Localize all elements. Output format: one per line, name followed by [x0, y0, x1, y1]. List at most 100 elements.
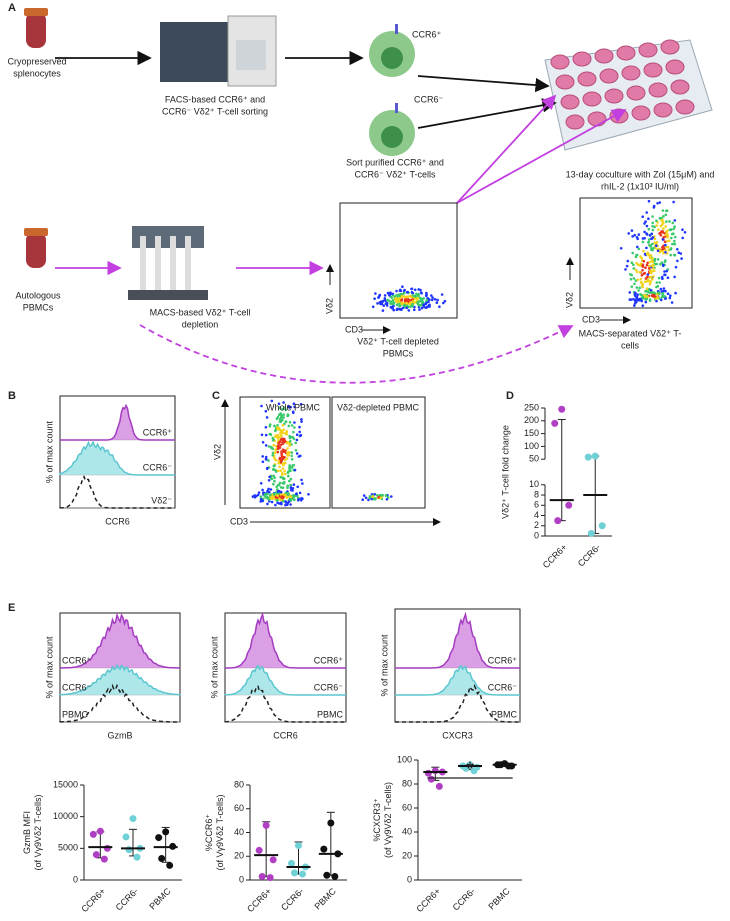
- histogram-trace: [225, 611, 346, 669]
- data-point: [155, 834, 163, 842]
- y-tick-label: 20: [402, 850, 412, 860]
- event-dot: [662, 294, 665, 298]
- event-dot: [638, 271, 642, 274]
- event-dot: [414, 297, 417, 301]
- axis-label: % of max count: [44, 636, 54, 699]
- event-dot: [662, 287, 666, 290]
- event-dot: [652, 293, 655, 297]
- event-dot: [651, 228, 655, 232]
- event-dot: [665, 209, 669, 212]
- data-point: [295, 842, 302, 850]
- axis-label: GzmB: [107, 730, 132, 740]
- data-point: [162, 828, 170, 836]
- event-dot: [673, 225, 676, 228]
- event-dot: [269, 488, 273, 491]
- event-dot: [392, 308, 396, 312]
- caption: Vδ2⁺ T-cell depleted: [357, 336, 439, 346]
- event-dot: [656, 258, 660, 261]
- event-dot: [274, 468, 277, 472]
- event-dot: [276, 433, 280, 437]
- event-dot: [292, 463, 296, 467]
- data-point: [122, 833, 130, 841]
- trace-label: CCR6⁺: [143, 427, 173, 437]
- dashed-arrow: [139, 324, 574, 384]
- event-dot: [261, 441, 265, 444]
- event-dot: [276, 469, 280, 473]
- trace-label: PBMC: [491, 709, 518, 719]
- y-tick-label: 2: [534, 520, 539, 530]
- axis-label: CCR6: [105, 516, 130, 526]
- event-dot: [279, 431, 283, 435]
- event-dot: [361, 498, 365, 502]
- event-dot: [274, 434, 278, 437]
- arrow: [417, 75, 550, 93]
- event-dot: [385, 302, 389, 305]
- event-dot: [405, 291, 409, 294]
- event-dot: [650, 259, 654, 262]
- event-dot: [683, 231, 687, 234]
- histogram-trace: [59, 683, 180, 723]
- event-dot: [643, 252, 647, 256]
- histogram-trace: [59, 612, 181, 669]
- data-point: [158, 854, 166, 862]
- caption: CCR6⁺: [412, 29, 442, 39]
- event-dot: [665, 269, 669, 273]
- event-dot: [645, 252, 649, 256]
- tube: [26, 232, 46, 268]
- event-dot: [391, 292, 394, 296]
- event-dot: [273, 493, 276, 496]
- event-dot: [639, 293, 642, 296]
- event-dot: [410, 291, 414, 294]
- event-dot: [667, 239, 671, 242]
- event-dot: [409, 305, 413, 308]
- event-dot: [645, 263, 649, 267]
- event-dot: [659, 233, 663, 237]
- y-tick-label: 100: [524, 441, 539, 451]
- rack-tube: [140, 236, 146, 291]
- event-dot: [652, 267, 655, 270]
- event-dot: [632, 277, 636, 280]
- event-dot: [647, 227, 651, 231]
- event-dot: [371, 305, 375, 309]
- event-dot: [651, 236, 655, 239]
- event-dot: [385, 304, 389, 307]
- data-point: [424, 769, 432, 777]
- well: [594, 48, 614, 64]
- event-dot: [292, 437, 296, 441]
- event-dot: [295, 438, 299, 442]
- event-dot: [276, 415, 280, 419]
- event-dot: [631, 251, 634, 255]
- event-dot: [288, 479, 291, 483]
- data-point: [331, 872, 339, 880]
- event-dot: [641, 264, 644, 267]
- y-tick-label: 10: [529, 479, 539, 489]
- data-point: [129, 815, 137, 823]
- event-dot: [664, 289, 667, 293]
- event-dot: [640, 281, 643, 285]
- event-dot: [648, 282, 652, 286]
- event-dot: [264, 426, 268, 429]
- event-dot: [288, 421, 292, 424]
- event-dot: [650, 232, 654, 236]
- event-dot: [630, 285, 634, 288]
- event-dot: [277, 483, 280, 487]
- event-dot: [630, 261, 634, 265]
- event-dot: [265, 467, 269, 471]
- event-dot: [300, 420, 303, 423]
- event-dot: [289, 405, 292, 409]
- event-dot: [635, 253, 638, 257]
- data-point: [133, 853, 141, 861]
- event-dot: [634, 291, 637, 295]
- event-dot: [281, 495, 284, 499]
- event-dot: [286, 447, 289, 450]
- event-dot: [267, 487, 270, 491]
- event-dot: [298, 430, 302, 434]
- axis-label: GzmB MFI: [22, 811, 32, 854]
- event-dot: [300, 478, 303, 482]
- data-point: [269, 856, 277, 864]
- panel-label: B: [8, 390, 16, 402]
- event-dot: [661, 264, 665, 268]
- histogram-trace: [395, 684, 520, 723]
- event-dot: [276, 450, 280, 454]
- event-dot: [619, 247, 623, 250]
